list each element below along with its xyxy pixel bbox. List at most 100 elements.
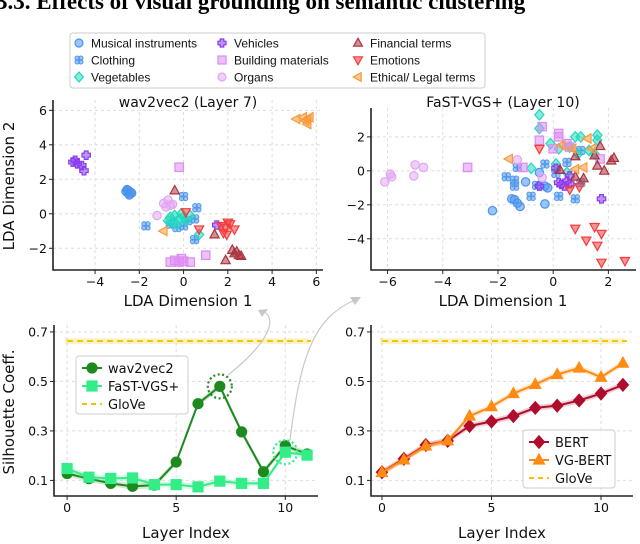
data-point (208, 228, 221, 239)
data-point (506, 386, 520, 399)
data-point (192, 203, 202, 213)
data-point (105, 472, 117, 485)
x-tick-label: 0 (180, 274, 188, 289)
scatter-legend: Musical instruments Clothing Vegetables Veh… (69, 32, 486, 89)
data-point (596, 194, 607, 204)
data-point (533, 144, 546, 156)
y-tick-label: 0.7 (345, 324, 365, 339)
data-point (410, 160, 420, 170)
data-point (214, 380, 226, 392)
x-axis-label: Layer Index (458, 524, 546, 542)
data-point (585, 143, 596, 155)
y-tick-label: 6 (39, 103, 47, 118)
legend-entry: Musical instruments (74, 37, 197, 51)
data-point (594, 369, 608, 382)
data-point (569, 224, 581, 235)
data-point (419, 438, 433, 451)
data-point (595, 258, 608, 269)
data-point (487, 205, 498, 216)
y-tick-label: −4 (347, 231, 365, 246)
data-point (566, 143, 577, 155)
legend-entry: GloVe (529, 472, 593, 487)
data-point (167, 199, 178, 210)
marker-petal (178, 224, 185, 231)
x-tick-label: −2 (130, 274, 148, 289)
y-tick-label: 0.1 (28, 473, 48, 488)
marker-petal (192, 206, 198, 213)
data-point (550, 398, 564, 413)
data-point (573, 183, 586, 194)
legend-frame (75, 355, 189, 415)
plot-title: FaST-VGS+ (Layer 10) (426, 95, 579, 111)
axes-spine (370, 325, 633, 497)
legend-marker-triangle-down (352, 56, 364, 67)
data-point (178, 191, 189, 202)
x-axis-label: Layer Index (142, 524, 230, 542)
x-tick-label: 4 (268, 274, 276, 289)
data-point (550, 367, 564, 380)
data-point (462, 162, 473, 173)
scatter-fast-vgs: −6 −4 −2 0 2 −4 −2 0 2 FaST-VGS+ (Layer 10) LDA Di… (347, 95, 636, 310)
data-point (591, 159, 603, 170)
data-point (408, 171, 419, 181)
section-title: 3.3. Effects of visual grounding on sema… (0, 0, 526, 14)
data-point (542, 183, 553, 193)
data-point (152, 210, 162, 221)
axes-spine (53, 325, 318, 497)
data-point (157, 225, 168, 237)
series-musical-instruments (121, 184, 137, 200)
legend-label: GloVe (108, 398, 146, 413)
legend-marker-flower (74, 55, 84, 65)
data-point (588, 222, 601, 234)
data-point (185, 257, 196, 267)
legend-label: Clothing (91, 54, 135, 68)
data-point (580, 236, 592, 247)
legend-frame (69, 32, 486, 89)
data-point (170, 456, 182, 468)
data-point (380, 177, 390, 187)
data-point (568, 163, 580, 175)
x-tick-label: 10 (277, 500, 293, 515)
marker-petal (512, 166, 519, 173)
legend-label: GloVe (555, 472, 593, 487)
legend-entry: Vehicles (217, 37, 279, 51)
legend-entry: VG-BERT (529, 452, 611, 469)
data-point (572, 360, 586, 373)
data-point (126, 472, 139, 484)
data-point (507, 408, 520, 424)
legend-marker-triangle-up (352, 36, 364, 47)
y-tick-label: 0.7 (28, 324, 48, 339)
legend-label: FaST-VGS+ (108, 380, 179, 395)
data-point (548, 143, 558, 154)
legend-marker-circle (217, 72, 227, 82)
data-point (441, 433, 455, 446)
data-point (81, 150, 91, 160)
data-point (170, 479, 182, 491)
arrow-to-wav2vec2-plot (227, 311, 271, 376)
data-point (619, 256, 631, 268)
legend-marker-circle (74, 38, 84, 48)
marker-petal (501, 175, 508, 182)
data-point (83, 471, 95, 483)
data-point (520, 177, 531, 187)
legend-marker-triangle-left (351, 71, 362, 83)
series-building-materials (165, 162, 211, 267)
data-point (537, 172, 547, 183)
y-tick-label: 0.3 (345, 423, 365, 438)
series-organs (380, 154, 547, 187)
data-point (222, 218, 234, 229)
data-point (290, 113, 301, 125)
data-point (540, 159, 550, 169)
y-tick-label: 2 (39, 172, 47, 187)
legend-label: wav2vec2 (108, 362, 174, 377)
arrowhead (350, 297, 361, 305)
x-tick-label: 0 (63, 500, 71, 515)
legend-label: Building materials (234, 54, 329, 68)
series-financial-terms (169, 184, 247, 265)
data-point (180, 208, 192, 219)
data-point (61, 462, 73, 475)
data-point (591, 241, 603, 252)
legend-label: Emotions (370, 54, 420, 68)
x-tick-label: 0 (549, 274, 557, 289)
